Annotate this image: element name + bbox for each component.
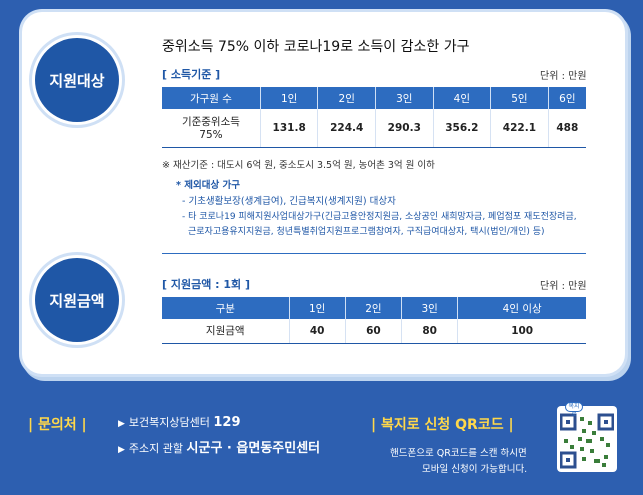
income-unit: 단위 : 만원 <box>540 71 587 82</box>
excluded-item: - 타 코로나19 피해지원사업대상가구(긴급고용안정지원금, 소상공인 새희망… <box>182 212 577 222</box>
income-value: 290.3 <box>375 109 434 148</box>
divider <box>162 253 586 254</box>
income-header: 3인 <box>375 87 434 109</box>
triangle-icon: ▶ <box>118 445 125 455</box>
income-header: 5인 <box>490 87 549 109</box>
target-circle: 지원대상 <box>35 38 119 122</box>
bokjiro-logo: 복지로 <box>565 402 583 418</box>
amount-table: 구분 1인 2인 3인 4인 이상 지원금액 40 60 80 100 <box>162 297 586 344</box>
excluded-item: 근로자고용유지지원금, 청년특별취업지원프로그램참여자, 구직급여대상자, 택시… <box>188 227 545 237</box>
excluded-title: * 제외대상 가구 <box>176 180 241 191</box>
contact-line-2: ▶ 주소지 관할 시군구 · 읍면동주민센터 <box>118 441 321 456</box>
income-header: 4인 <box>432 87 491 109</box>
income-value: 356.2 <box>432 109 491 148</box>
qr-instruction-2: 모바일 신청이 가능합니다. <box>422 464 528 475</box>
amount-header: 4인 이상 <box>457 297 586 319</box>
inquiry-label: | 문의처 | <box>28 417 87 433</box>
income-header: 6인 <box>547 87 586 109</box>
amount-header: 3인 <box>401 297 458 319</box>
income-table: 가구원 수 1인 2인 3인 4인 5인 6인 기준중위소득 75% 131.8 … <box>162 87 586 148</box>
income-value: 422.1 <box>490 109 549 148</box>
amount-value: 60 <box>344 319 402 344</box>
income-row-label: 기준중위소득 75% <box>162 109 261 148</box>
amount-circle: 지원금액 <box>35 258 119 342</box>
amount-value: 100 <box>457 319 586 344</box>
income-header: 가구원 수 <box>162 87 261 109</box>
contact-line-1: ▶ 보건복지상담센터 129 <box>118 415 241 430</box>
qr-instruction-1: 핸드폰으로 QR코드를 스캔 하시면 <box>390 448 527 459</box>
amount-row-label: 지원금액 <box>162 319 289 344</box>
triangle-icon: ▶ <box>118 419 125 429</box>
amount-header: 1인 <box>288 297 346 319</box>
income-value: 488 <box>547 109 586 148</box>
amount-value: 40 <box>288 319 346 344</box>
income-criteria-title: [ 소득기준 ] <box>162 68 221 81</box>
amount-value: 80 <box>401 319 458 344</box>
income-value: 131.8 <box>259 109 318 148</box>
income-header: 2인 <box>317 87 376 109</box>
qr-label: | 복지로 신청 QR코드 | <box>371 417 514 433</box>
property-note: ※ 재산기준 : 대도시 6억 원, 중소도시 3.5억 원, 농어촌 3억 원… <box>162 160 435 171</box>
qr-pattern <box>559 413 615 469</box>
income-value: 224.4 <box>317 109 376 148</box>
amount-header: 2인 <box>344 297 402 319</box>
amount-header: 구분 <box>162 297 289 319</box>
income-header: 1인 <box>259 87 318 109</box>
amount-unit: 단위 : 만원 <box>540 281 587 292</box>
target-headline: 중위소득 75% 이하 코로나19로 소득이 감소한 가구 <box>162 39 470 55</box>
qr-code-icon[interactable] <box>557 406 617 472</box>
excluded-item: - 기초생활보장(생계급여), 긴급복지(생계지원) 대상자 <box>182 196 396 207</box>
amount-title: [ 지원금액 : 1회 ] <box>162 278 251 291</box>
